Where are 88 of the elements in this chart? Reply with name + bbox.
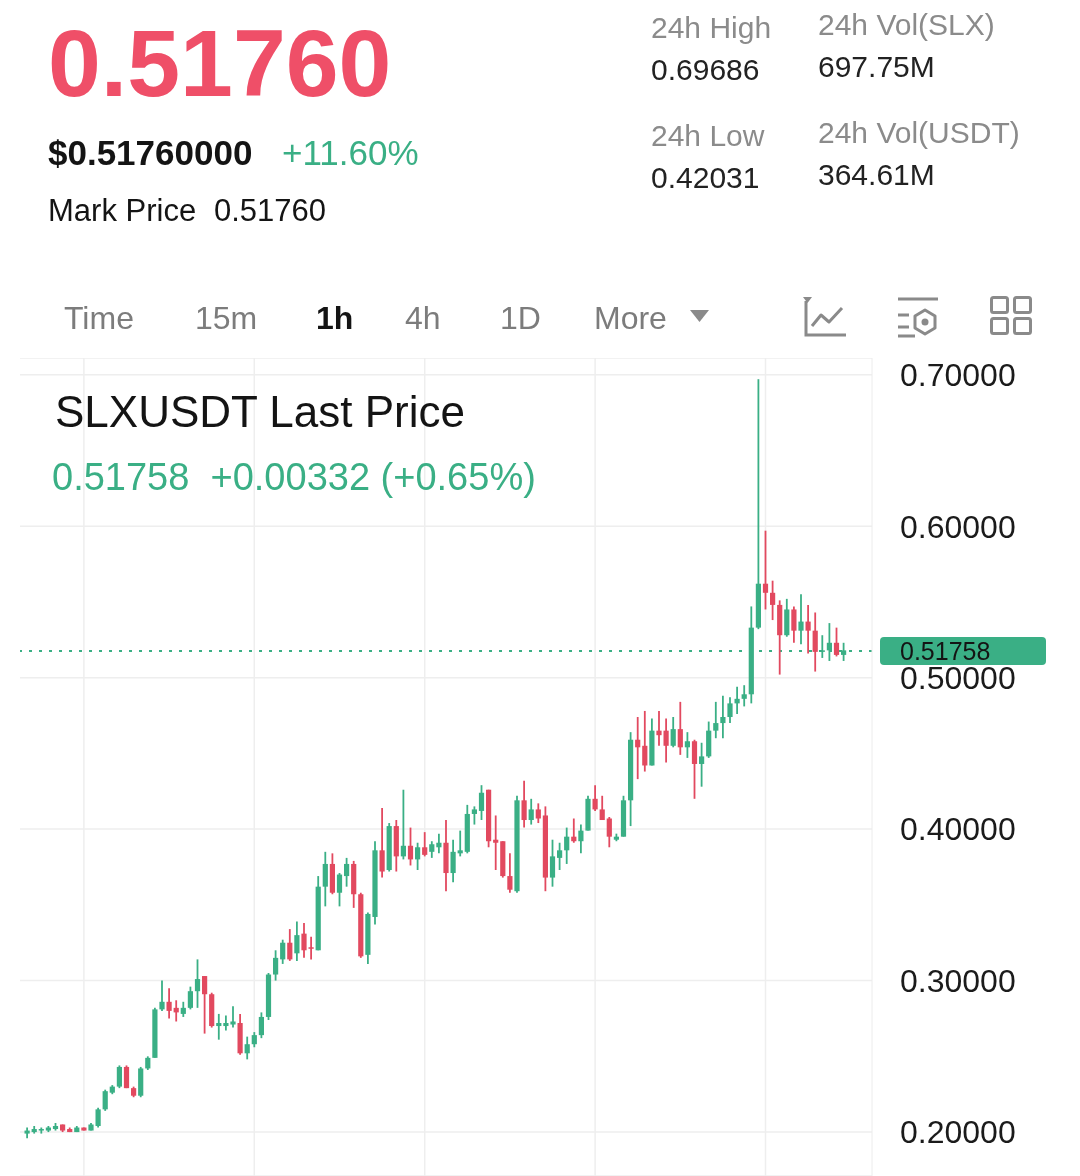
- text: 1D: [500, 299, 541, 336]
- candlestick: [273, 949, 279, 982]
- y-tick-label: 0.30000: [900, 962, 1016, 999]
- candlestick: [287, 928, 293, 962]
- candlestick: [95, 1106, 101, 1129]
- candlestick: [557, 841, 563, 871]
- y-tick-label: 0.40000: [900, 811, 1016, 848]
- candlestick: [691, 738, 698, 800]
- candlestick: [202, 975, 208, 1035]
- candlestick: [663, 717, 669, 764]
- text: 364.61M: [818, 158, 935, 192]
- candlestick: [322, 850, 328, 908]
- candlestick: [450, 838, 456, 884]
- text: 24h Vol(USDT): [818, 116, 1020, 150]
- candlestick: [741, 684, 747, 708]
- candlestick: [102, 1088, 108, 1112]
- text: 0.69686: [651, 53, 760, 87]
- y-tick-label: 0.20000: [900, 1114, 1016, 1151]
- candlestick: [833, 626, 840, 658]
- candlestick: [656, 710, 662, 747]
- candlestick: [493, 814, 499, 871]
- text: SLXUSDT Last Price: [55, 387, 466, 437]
- candlestick: [244, 1035, 250, 1061]
- candlestick: [805, 604, 811, 655]
- candlestick: [216, 1013, 222, 1041]
- candlestick: [549, 838, 556, 888]
- candlestick: [407, 826, 414, 867]
- candlestick: [812, 611, 818, 673]
- text: 0.51760: [48, 9, 392, 116]
- text: 1h: [316, 299, 354, 336]
- candlestick: [187, 985, 193, 1011]
- candlestick: [564, 826, 570, 865]
- candlestick: [606, 816, 612, 849]
- candlestick: [507, 852, 513, 894]
- candlestick: [521, 779, 527, 829]
- text: 15m: [195, 299, 258, 336]
- text: 24h High: [651, 11, 772, 45]
- candlestick: [720, 694, 726, 740]
- text: 0.42031: [651, 161, 760, 195]
- candlestick: [280, 938, 286, 965]
- text: 24h Low: [651, 119, 765, 153]
- candlestick: [699, 741, 705, 788]
- candlestick: [727, 696, 733, 724]
- candlestick: [471, 805, 477, 826]
- text: 24h Vol(SLX): [818, 8, 995, 42]
- text: $0.51760000: [48, 133, 253, 173]
- text: 697.75M: [818, 50, 935, 84]
- text: 0.51758 +0.00332 (+0.65%): [52, 456, 536, 499]
- candlestick: [400, 788, 406, 861]
- candlestick: [301, 922, 307, 959]
- candlestick: [194, 958, 201, 1009]
- candlestick: [415, 841, 421, 871]
- candlestick: [770, 579, 776, 621]
- candlestick: [791, 605, 797, 644]
- candlestick: [798, 593, 804, 646]
- candlestick: [258, 1011, 264, 1040]
- candlestick: [713, 700, 719, 740]
- y-tick-label: 0.60000: [900, 508, 1016, 545]
- candlestick: [578, 823, 584, 855]
- candlestick: [159, 979, 165, 1012]
- text: 0.51760: [214, 192, 327, 228]
- candlestick: [677, 700, 683, 756]
- candlestick: [294, 920, 300, 962]
- candlestick: [336, 872, 343, 908]
- text: +11.60%: [282, 133, 419, 173]
- candlestick: [166, 987, 172, 1020]
- candlestick: [592, 784, 598, 812]
- text: Time: [64, 299, 134, 336]
- candlestick: [684, 731, 690, 759]
- candlestick: [422, 831, 428, 858]
- text: 4h: [405, 299, 441, 336]
- candlestick: [308, 935, 314, 961]
- y-tick-label: 0.70000: [900, 357, 1016, 394]
- candlestick: [599, 794, 605, 821]
- candlestick: [642, 710, 648, 773]
- candlestick: [528, 797, 534, 826]
- text: More: [594, 299, 667, 336]
- candlestick: [478, 784, 485, 821]
- candlestick: [762, 529, 769, 611]
- candlestick: [670, 716, 676, 749]
- candlestick: [116, 1064, 122, 1090]
- text: Mark Price: [48, 192, 197, 228]
- candlestick: [379, 807, 385, 879]
- candlestick: [457, 829, 463, 858]
- candlestick: [344, 856, 350, 888]
- candlestick: [635, 716, 641, 781]
- candlestick: [436, 832, 442, 855]
- candlestick: [535, 802, 541, 824]
